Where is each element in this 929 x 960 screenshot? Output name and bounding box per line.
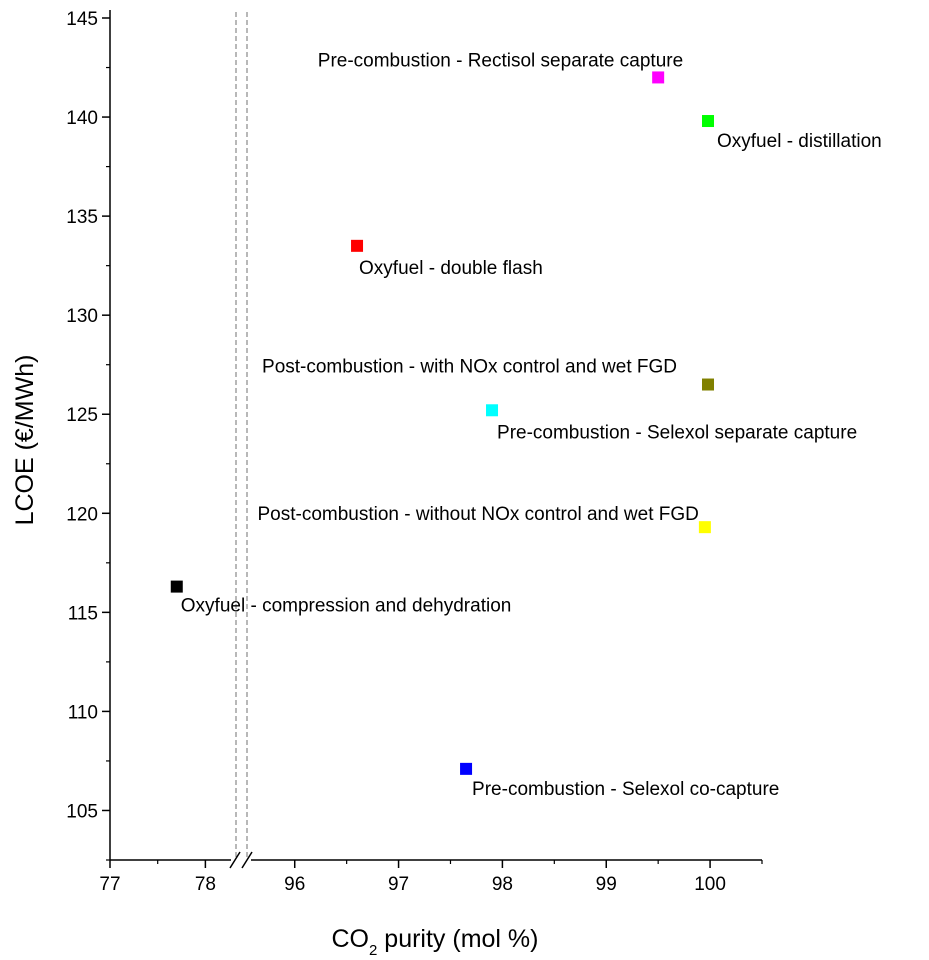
y-tick-label-135: 135 [66,207,98,228]
y-tick-label-105: 105 [66,801,98,822]
x-axis-title: CO2 purity (mol %) [332,925,539,959]
data-label-4: Pre-combustion - Rectisol separate captu… [318,50,683,71]
x-tick-label-99: 99 [596,874,617,895]
axes [109,10,762,869]
x-tick-label-100: 100 [694,874,726,895]
x-tick-label-78: 78 [195,874,216,895]
data-points [170,71,715,775]
data-point-6 [460,762,473,775]
ticks: 105 110 115 120 125 130 135 140 145 77 78 96 97 98 99 1… [66,9,763,895]
y-tick-label-130: 130 [66,306,98,327]
y-tick-label-145: 145 [66,9,98,30]
data-label-1: Oxyfuel - compression and dehydration [181,596,512,617]
data-point-8 [698,521,711,534]
data-label-6: Pre-combustion - Selexol co-capture [472,779,779,800]
x-tick-label-77: 77 [99,874,120,895]
y-tick-label-110: 110 [68,702,98,723]
data-label-5: Pre-combustion - Selexol separate captur… [497,422,857,443]
data-point-1 [170,580,183,593]
data-point-7 [702,378,715,391]
axis-break-guides [235,12,248,860]
x-axis-break-mark-2 [241,851,253,869]
y-axis-title: LCOE (€/MWh) [11,355,39,526]
y-tick-label-140: 140 [66,108,98,129]
data-label-8: Post-combustion - without NOx control an… [257,504,698,525]
x-tick-label-97: 97 [388,874,409,895]
x-tick-label-98: 98 [492,874,513,895]
data-point-3 [702,115,715,128]
data-point-4 [652,71,665,84]
data-label-2: Oxyfuel - double flash [359,258,543,279]
y-tick-label-115: 115 [68,603,98,624]
data-label-7: Post-combustion - with NOx control and w… [262,357,677,378]
y-tick-label-120: 120 [66,504,98,525]
x-axis-break-mark-1 [229,851,241,869]
data-point-5 [486,404,499,417]
y-tick-label-125: 125 [66,405,98,426]
data-label-3: Oxyfuel - distillation [717,131,882,152]
data-point-2 [351,239,364,252]
x-tick-label-96: 96 [284,874,305,895]
point-labels: Oxyfuel - compression and dehydration Oxy… [181,50,882,799]
